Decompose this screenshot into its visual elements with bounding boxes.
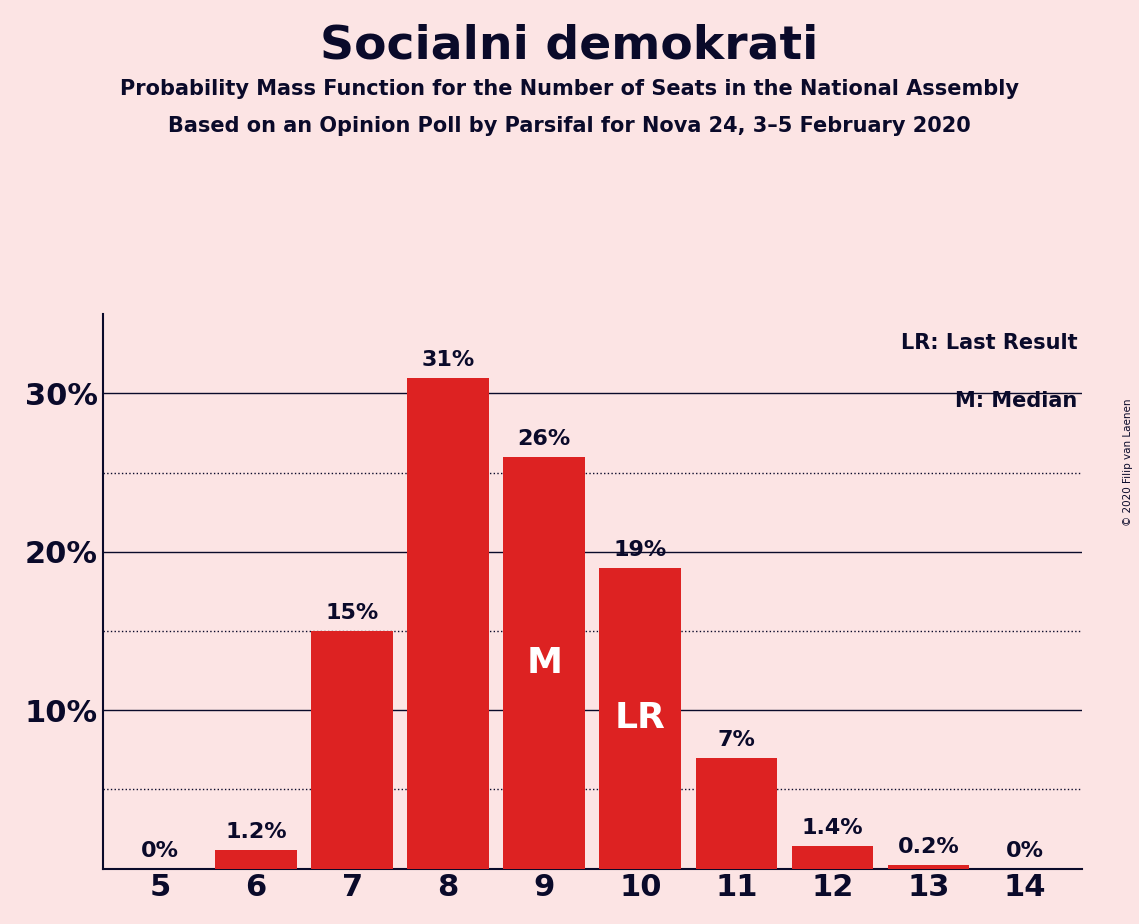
Text: M: M [526,646,563,680]
Text: 0.2%: 0.2% [898,837,959,857]
Bar [792,846,874,869]
Text: © 2020 Filip van Laenen: © 2020 Filip van Laenen [1123,398,1133,526]
Text: 31%: 31% [421,349,475,370]
Bar [599,567,681,869]
Bar [696,758,777,869]
Text: 26%: 26% [517,429,571,449]
Bar [215,849,297,869]
Text: Probability Mass Function for the Number of Seats in the National Assembly: Probability Mass Function for the Number… [120,79,1019,99]
Bar [887,866,969,869]
Bar [311,631,393,869]
Text: 15%: 15% [326,603,379,623]
Bar [408,378,489,869]
Text: 1.4%: 1.4% [802,819,863,838]
Text: 1.2%: 1.2% [226,821,287,842]
Text: Based on an Opinion Poll by Parsifal for Nova 24, 3–5 February 2020: Based on an Opinion Poll by Parsifal for… [169,116,970,136]
Text: LR: Last Result: LR: Last Result [901,333,1077,353]
Text: M: Median: M: Median [954,391,1077,411]
Bar [503,456,585,869]
Text: 0%: 0% [1006,841,1043,860]
Text: Socialni demokrati: Socialni demokrati [320,23,819,68]
Text: 19%: 19% [614,540,667,560]
Text: 7%: 7% [718,730,755,749]
Text: LR: LR [615,701,665,736]
Text: 0%: 0% [141,841,179,860]
